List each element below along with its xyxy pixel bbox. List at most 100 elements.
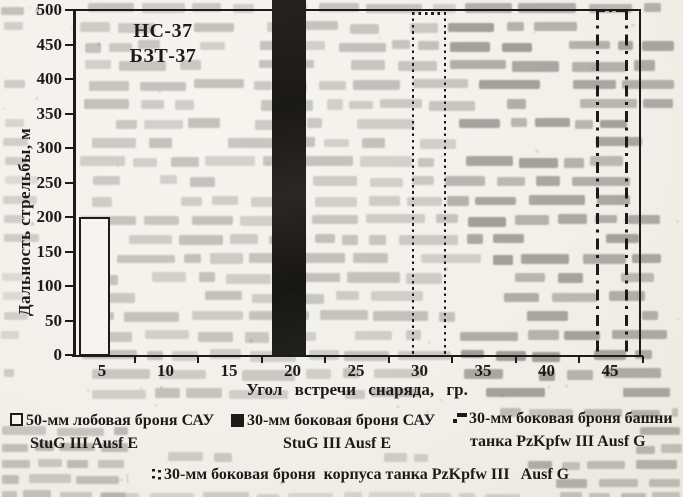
- bleed-through-text: [336, 291, 359, 301]
- scan-speck: [590, 66, 595, 70]
- bleed-through-text: [370, 291, 423, 302]
- bleed-through-text: [22, 490, 52, 497]
- bleed-through-text: [631, 253, 662, 263]
- bleed-through-text: [1, 330, 19, 339]
- bleed-through-text: [242, 370, 295, 381]
- y-tick: [65, 216, 74, 219]
- bleed-through-text: [649, 478, 680, 488]
- bleed-through-text: [117, 254, 176, 264]
- bleed-through-text: [449, 59, 506, 70]
- scan-speck: [622, 219, 626, 222]
- scan-speck: [2, 107, 5, 110]
- bleed-through-text: [3, 22, 23, 30]
- bleed-through-text: [123, 311, 180, 322]
- bleed-through-text: [199, 272, 215, 282]
- x-tick: [514, 356, 517, 363]
- bleed-through-text: [186, 387, 223, 398]
- bleed-through-text: [463, 369, 503, 379]
- bleed-through-text: [57, 427, 105, 437]
- scan-speck: [249, 339, 253, 343]
- scan-speck: [86, 388, 91, 393]
- bleed-through-text: [466, 234, 483, 245]
- bleed-through-text: [3, 215, 22, 223]
- x-tick-label: 15: [220, 361, 238, 380]
- bleed-through-text: [622, 388, 671, 398]
- bleed-through-text: [4, 118, 25, 127]
- bleed-through-text: [556, 479, 588, 488]
- bleed-through-text: [501, 43, 533, 53]
- bleed-through-text: [391, 40, 410, 50]
- bleed-through-text: [514, 272, 545, 282]
- x-tick: [197, 356, 200, 363]
- bleed-through-text: [459, 118, 500, 129]
- bleed-through-text: [35, 442, 55, 451]
- bleed-through-text: [595, 137, 643, 146]
- bleed-through-text: [210, 253, 244, 264]
- bleed-through-text: [515, 214, 549, 225]
- scan-speck: [677, 318, 680, 321]
- bleed-through-text: [92, 197, 113, 207]
- bleed-through-text: [194, 79, 245, 89]
- legend-item: 30-мм боковая броня САУ StuG III Ausf E: [231, 409, 435, 455]
- swatch-black-square-icon: [231, 414, 244, 427]
- bleed-through-text: [84, 99, 129, 110]
- bleed-through-text: [4, 311, 28, 320]
- bleed-through-text: [444, 176, 486, 187]
- series-outline-segment: [625, 9, 629, 355]
- bleed-through-text: [199, 41, 226, 51]
- series-outline-segment: [596, 9, 600, 355]
- bleed-through-text: [296, 252, 346, 263]
- y-tick-label: 0: [53, 345, 63, 364]
- bleed-through-text: [409, 23, 439, 33]
- y-tick: [65, 354, 74, 357]
- bleed-through-text: [232, 3, 255, 13]
- legend-label-line1: 30-мм боковая броня САУ: [247, 412, 436, 429]
- scan-speck: [291, 293, 294, 296]
- bleed-through-text: [435, 213, 458, 224]
- bleed-through-text: [92, 390, 146, 400]
- y-tick-label: 450: [36, 34, 63, 54]
- bleed-through-text: [604, 368, 661, 379]
- bleed-through-text: [421, 254, 482, 264]
- bleed-through-text: [438, 311, 456, 322]
- bleed-through-text: [399, 235, 459, 245]
- bleed-through-text: [229, 389, 288, 400]
- bleed-through-text: [350, 60, 385, 71]
- bleed-through-text: [357, 119, 414, 129]
- bleed-through-text: [89, 80, 129, 92]
- bleed-through-text: [297, 21, 339, 30]
- bleed-through-text: [558, 273, 583, 283]
- bleed-through-text: [447, 22, 495, 32]
- bleed-through-text: [80, 21, 111, 32]
- bleed-through-text: [528, 195, 585, 206]
- scan-speck: [675, 220, 679, 224]
- scan-speck: [120, 478, 123, 482]
- bleed-through-text: [590, 156, 624, 167]
- bleed-through-text: [354, 331, 393, 341]
- bleed-through-text: [259, 41, 277, 51]
- y-tick-label: 200: [36, 207, 63, 226]
- bleed-through-text: [92, 175, 121, 185]
- bleed-through-text: [361, 138, 386, 148]
- bleed-through-text: [552, 293, 597, 302]
- x-tick-label: 20: [284, 361, 301, 380]
- scan-speck: [532, 31, 536, 36]
- scan-speck: [122, 156, 125, 159]
- bleed-through-text: [151, 271, 186, 283]
- y-tick-label: 300: [36, 138, 63, 157]
- scan-speck: [512, 392, 515, 395]
- bleed-through-text: [314, 234, 336, 243]
- scan-speck: [378, 36, 382, 40]
- bleed-through-text: [59, 442, 96, 452]
- y-tick-label: 100: [36, 276, 63, 295]
- scan-speck: [30, 222, 35, 226]
- legend-label-line1: 30-мм боковая броня корпуса танка PzKpfw…: [164, 466, 570, 483]
- bleed-through-text: [320, 310, 368, 321]
- bleed-through-text: [213, 453, 232, 462]
- bleed-through-text: [140, 81, 186, 92]
- bleed-through-text: [368, 492, 416, 497]
- bleed-through-text: [306, 118, 323, 129]
- bleed-through-text: [369, 195, 400, 206]
- bleed-through-text: [191, 215, 233, 225]
- bleed-through-text: [420, 492, 451, 497]
